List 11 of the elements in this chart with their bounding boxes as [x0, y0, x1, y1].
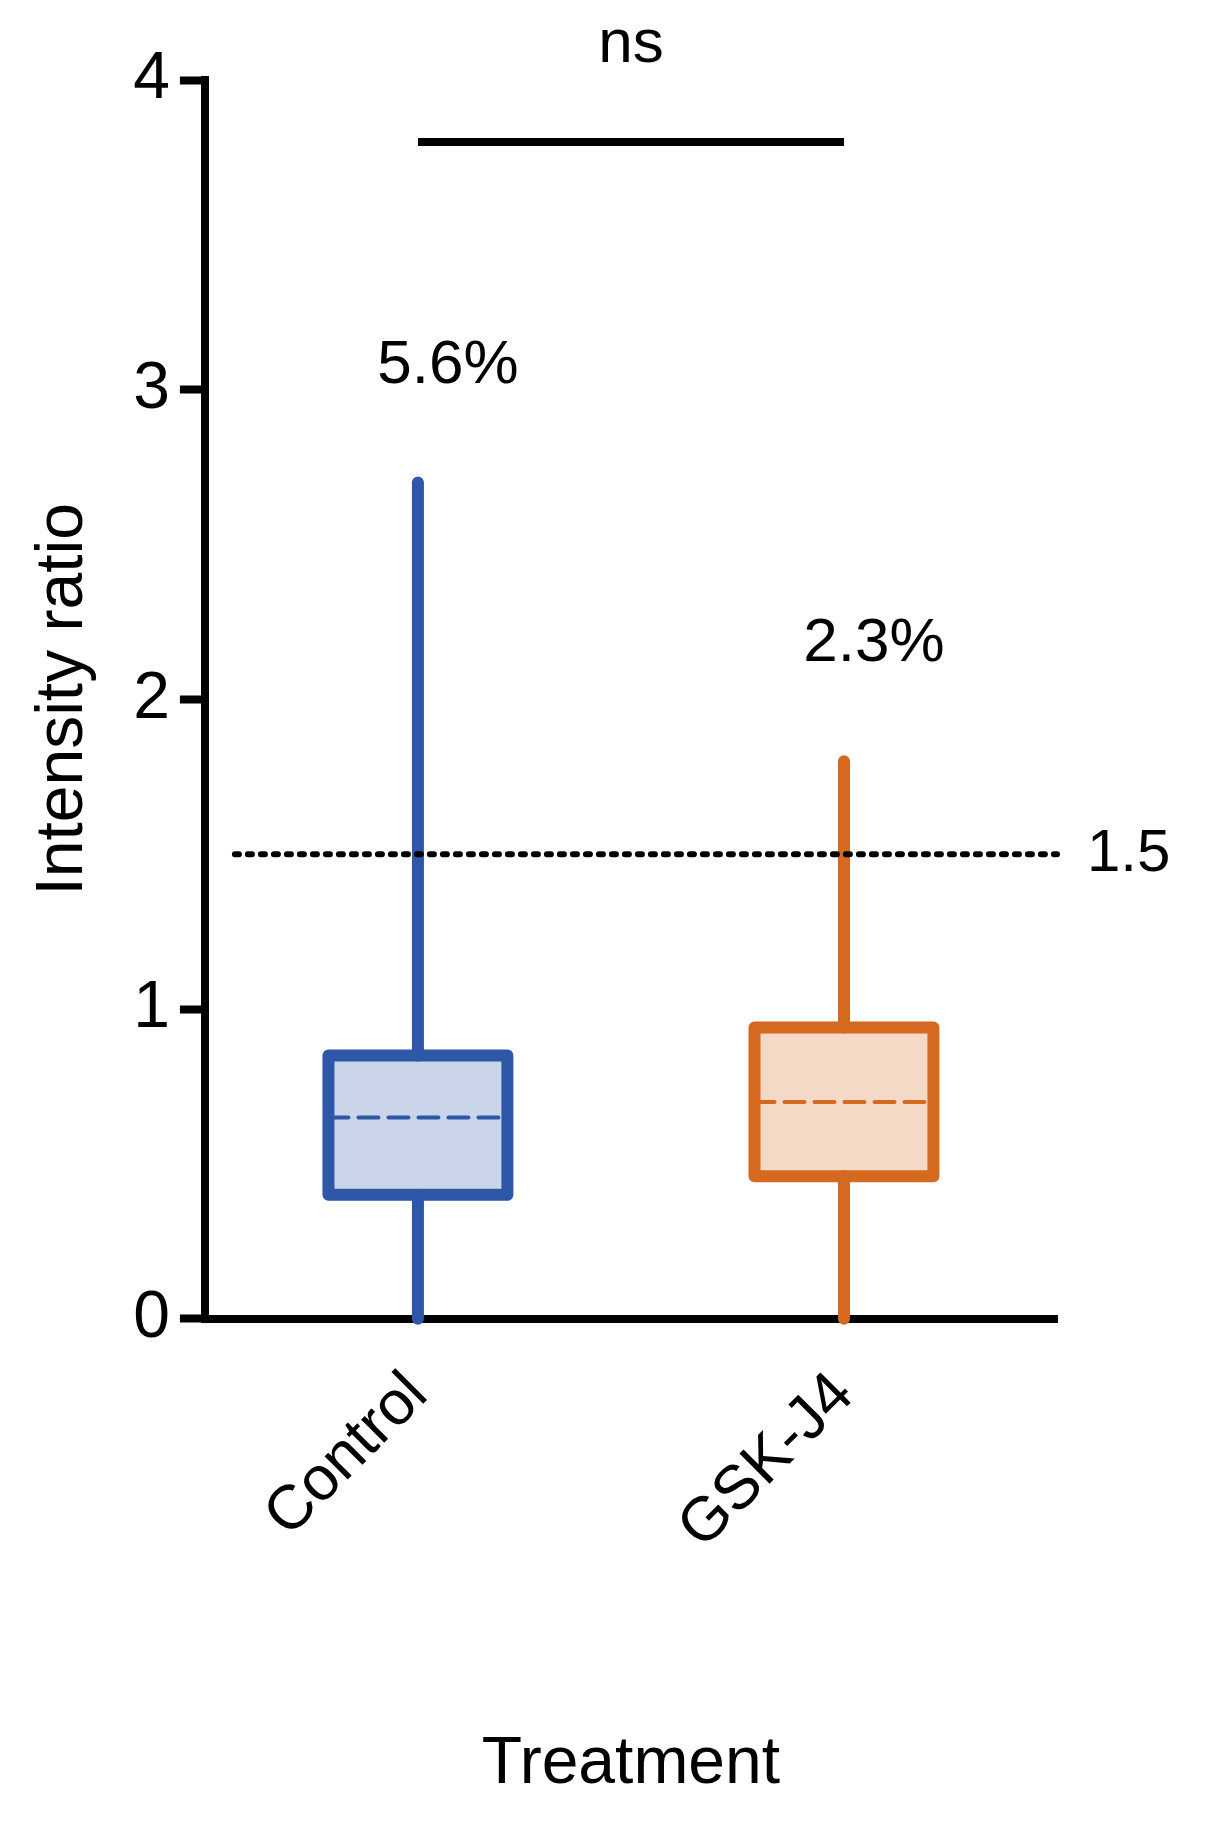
- y-tick-label: 1: [133, 967, 170, 1042]
- ref-line-label: 1.5: [1087, 816, 1171, 884]
- y-axis-title: Intensity ratio: [21, 503, 96, 896]
- y-tick-label: 3: [133, 347, 170, 422]
- annotation: 5.6%: [377, 326, 519, 396]
- y-tick-label: 0: [133, 1276, 170, 1351]
- text: ns: [598, 5, 664, 75]
- y-tick-label: 4: [133, 38, 170, 113]
- y-tick-label: 2: [133, 657, 170, 732]
- x-axis-title: Treatment: [481, 1722, 781, 1797]
- annotation: 2.3%: [803, 605, 945, 675]
